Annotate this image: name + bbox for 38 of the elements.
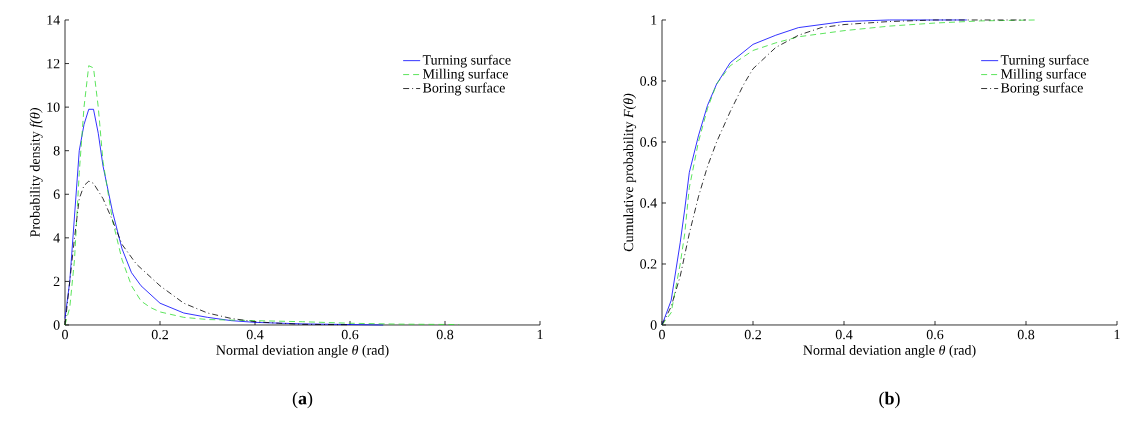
x-tick-label: 0.6 xyxy=(926,329,944,340)
y-tick-label: 6 xyxy=(53,189,60,199)
y-tick-label: 0.6 xyxy=(640,137,657,147)
y-tick-label: 10 xyxy=(47,102,60,112)
y-axis-title: Cumulative probability F(θ) xyxy=(623,93,637,252)
x-tick-label: 1 xyxy=(537,329,543,340)
x-tick-label: 0.8 xyxy=(436,329,454,340)
y-tick-label: 0.4 xyxy=(640,198,657,208)
legend-label: Turning surface xyxy=(422,54,511,68)
y-tick-label: 0 xyxy=(650,320,657,330)
x-axis-title: Normal deviation angle θ (rad) xyxy=(803,344,976,358)
x-axis-title: Normal deviation angle θ (rad) xyxy=(216,344,389,358)
y-tick-label: 1 xyxy=(651,15,657,25)
x-tick-label: 0 xyxy=(62,329,68,340)
y-tick-label: 0 xyxy=(53,320,60,330)
x-tick-label: 0.2 xyxy=(744,329,761,340)
x-tick-label: 1 xyxy=(1114,329,1120,340)
y-tick-label: 0.2 xyxy=(640,259,657,269)
legend-label: Milling surface xyxy=(1000,68,1086,82)
legend-label: Turning surface xyxy=(1000,54,1089,68)
legend-label: Boring surface xyxy=(422,82,505,96)
legend-label: Boring surface xyxy=(1000,82,1083,96)
x-tick-label: 0.4 xyxy=(246,329,264,340)
y-tick-label: 8 xyxy=(53,145,60,156)
x-tick-label: 0 xyxy=(659,329,665,340)
legend-label: Milling surface xyxy=(422,68,508,82)
y-tick-label: 14 xyxy=(47,15,60,25)
y-tick-label: 2 xyxy=(53,276,60,287)
y-tick-label: 0.8 xyxy=(640,76,657,86)
x-tick-label: 0.4 xyxy=(835,329,853,340)
x-tick-label: 0.2 xyxy=(151,329,168,340)
x-tick-label: 0.8 xyxy=(1017,329,1035,340)
y-tick-label: 12 xyxy=(47,58,60,69)
y-tick-label: 4 xyxy=(53,233,60,243)
text: (a) xyxy=(292,391,313,409)
text: (b) xyxy=(879,391,900,409)
y-axis-title: Probability density f(θ) xyxy=(29,108,43,237)
x-tick-label: 0.6 xyxy=(341,329,359,340)
